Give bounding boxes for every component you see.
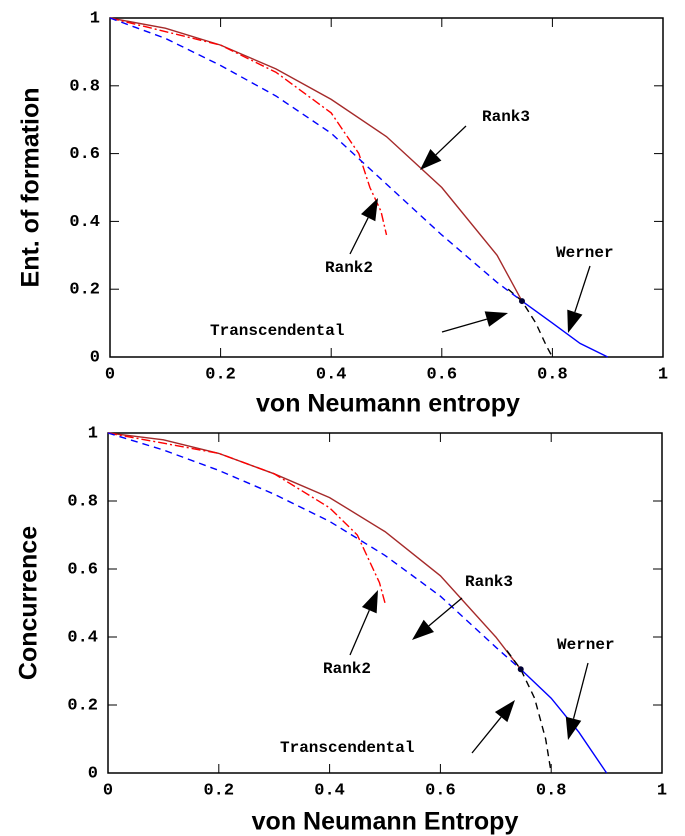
arrow-head (494, 700, 515, 723)
x-tick-label: 0.2 (203, 781, 234, 800)
arrow-shaft (574, 265, 591, 313)
junction-point (517, 666, 524, 673)
series-line (107, 432, 386, 604)
plot-frame (109, 17, 664, 358)
arrow-head (567, 309, 583, 333)
arrow-shaft (349, 217, 369, 255)
x-axis-label: von Neumann Entropy (252, 808, 519, 836)
series-line (520, 668, 608, 774)
y-axis-label: Ent. of formation (17, 88, 45, 288)
arrow-head (412, 619, 434, 640)
arrow-shaft (349, 609, 370, 656)
series-line (506, 650, 552, 774)
y-tick-label: 0.6 (67, 560, 98, 579)
series-line (107, 432, 522, 670)
arrow-head (565, 716, 582, 740)
y-tick-label: 0.4 (69, 213, 100, 232)
y-tick-label: 0.8 (67, 492, 98, 511)
y-tick-label: 0.8 (69, 77, 100, 96)
x-tick-label: 0.2 (205, 365, 236, 384)
x-tick-label: 0.4 (316, 365, 347, 384)
curve-label: Transcendental (280, 739, 414, 757)
x-tick-label: 0.4 (314, 781, 345, 800)
series-line (109, 17, 523, 302)
arrow-shaft (572, 662, 589, 719)
series-line (521, 300, 609, 358)
x-axis-label: von Neumann entropy (256, 390, 520, 418)
y-tick-label: 1 (88, 424, 98, 443)
y-tick-label: 0.4 (67, 628, 98, 647)
arrow-head (361, 590, 378, 614)
x-tick-label: 0.8 (536, 781, 567, 800)
series-line (109, 17, 523, 302)
y-tick-label: 0 (88, 764, 98, 783)
junction-point (518, 298, 525, 305)
x-tick-label: 1 (658, 365, 668, 384)
x-tick-label: 0.8 (537, 365, 568, 384)
y-tick-label: 0.6 (69, 145, 100, 164)
plot-frame (107, 432, 663, 774)
x-tick-label: 0 (103, 781, 113, 800)
series-line (107, 432, 522, 670)
y-tick-label: 1 (90, 9, 100, 28)
series-line (109, 17, 388, 236)
y-tick-label: 0.2 (67, 696, 98, 715)
series-line (507, 288, 554, 358)
arrow-head (420, 149, 442, 170)
curve-label: Rank3 (482, 108, 530, 126)
y-tick-label: 0.2 (69, 281, 100, 300)
arrow-head (484, 311, 508, 327)
arrow-shaft (441, 318, 488, 333)
x-tick-label: 1 (657, 781, 667, 800)
y-tick-label: 0 (90, 348, 100, 367)
x-tick-label: 0.6 (426, 365, 457, 384)
y-axis-label: Concurrence (15, 526, 43, 680)
curve-label: Transcendental (210, 322, 344, 340)
x-tick-label: 0.6 (425, 781, 456, 800)
arrow-shaft (428, 597, 463, 627)
arrow-shaft (471, 716, 502, 754)
arrow-shaft (435, 125, 467, 156)
arrow-head (361, 198, 378, 222)
curve-label: Rank2 (325, 259, 373, 277)
curve-label: Rank2 (323, 660, 371, 678)
curve-label: Werner (557, 636, 615, 654)
curve-label: Werner (556, 244, 614, 262)
curve-label: Rank3 (465, 573, 513, 591)
x-tick-label: 0 (105, 365, 115, 384)
